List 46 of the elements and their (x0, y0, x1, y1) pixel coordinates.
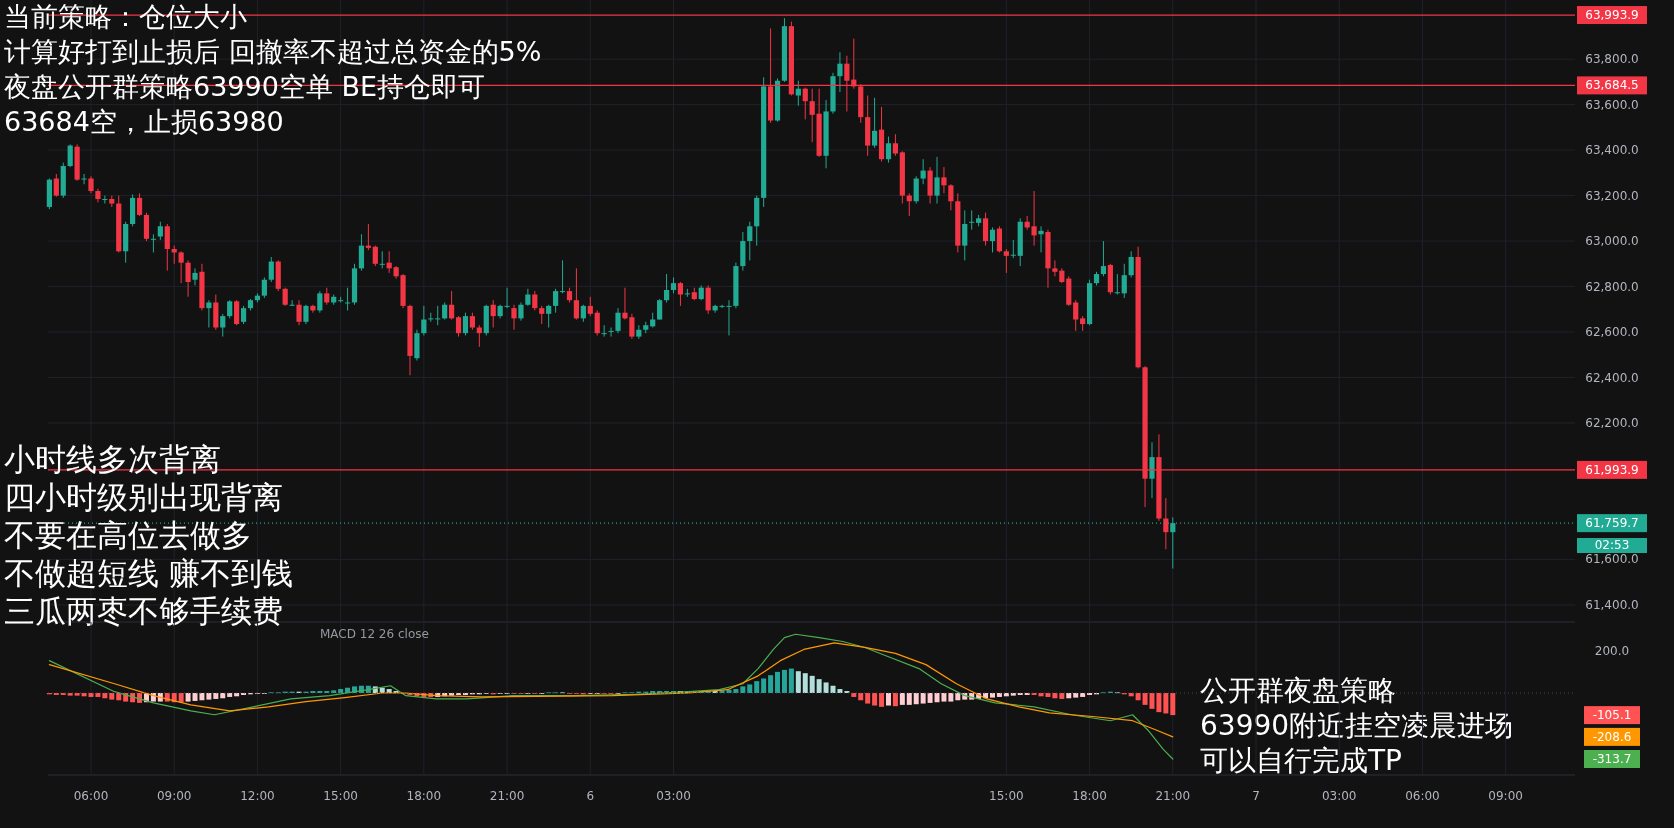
x-tick-label: 21:00 (1155, 789, 1191, 803)
ref-line-label: 61,759.7 (1585, 516, 1639, 531)
annotation: 四小时级别出现背离 (4, 479, 283, 515)
y-tick-label: 62,800.0 (1585, 279, 1639, 294)
x-tick-label: 15:00 (989, 789, 1024, 803)
y-tick-label: 63,600.0 (1585, 97, 1639, 112)
text: -208.6 (1592, 729, 1632, 744)
annotation: 三瓜两枣不够手续费 (4, 593, 283, 629)
y-tick-label: 62,600.0 (1585, 325, 1639, 340)
x-tick-label: 12:00 (240, 789, 275, 803)
x-tick-label: 09:00 (1488, 789, 1523, 803)
x-tick-label: 18:00 (1072, 789, 1107, 803)
x-tick-label: 21:00 (489, 789, 525, 803)
text: 02:53 (1594, 538, 1630, 552)
chart-title: MACD 12 26 close (320, 627, 429, 641)
y-tick-label: 63,800.0 (1585, 52, 1639, 67)
x-tick-label: 18:00 (406, 789, 442, 803)
x-tick-label: 03:00 (656, 789, 691, 803)
y-tick-label: 63,000.0 (1585, 234, 1639, 249)
x-tick-label: 03:00 (1321, 789, 1357, 803)
y-tick-label: 61,400.0 (1585, 597, 1639, 612)
annotation: 不要在高位去做多 (4, 517, 252, 553)
y-tick-label: 61,600.0 (1585, 552, 1639, 567)
text: 200.0 (1594, 644, 1630, 658)
x-tick-label: 15:00 (323, 789, 358, 803)
x-tick-label: 7 (1252, 789, 1260, 803)
annotation: 63990附近挂空凌晨进场 (1200, 709, 1514, 742)
annotation: 公开群夜盘策略 (1200, 674, 1396, 707)
y-tick-label: 63,400.0 (1585, 143, 1639, 158)
annotation: 计算好打到止损后 回撤率不超过总资金的5% (4, 36, 542, 67)
ref-line-label: 63,993.9 (1585, 8, 1639, 23)
annotation: 不做超短线 赚不到钱 (4, 555, 293, 591)
x-tick-label: 6 (586, 789, 595, 803)
ref-line-label: 61,993.9 (1585, 462, 1639, 477)
y-tick-label: 62,400.0 (1585, 370, 1639, 385)
x-tick-label: 06:00 (73, 789, 109, 803)
y-tick-label: 62,200.0 (1585, 416, 1639, 431)
ref-line-label: 63,684.5 (1585, 78, 1639, 93)
x-tick-label: 09:00 (156, 789, 192, 803)
annotation: 可以自行完成TP (1200, 744, 1402, 777)
annotation: 63684空，止损63980 (4, 106, 284, 137)
x-tick-label: 06:00 (1405, 789, 1440, 803)
text: -105.1 (1592, 708, 1632, 723)
text: -313.7 (1592, 752, 1632, 766)
y-tick-label: 63,200.0 (1585, 188, 1639, 203)
annotation: 小时线多次背离 (4, 441, 221, 477)
